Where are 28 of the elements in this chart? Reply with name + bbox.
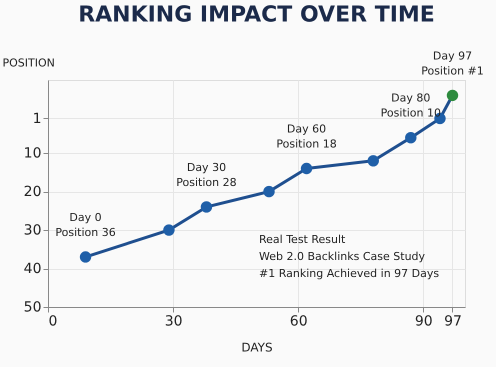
point bbox=[446, 90, 458, 102]
annotation: Day 30 Position 28 bbox=[176, 160, 237, 189]
x-axis-title: DAYS bbox=[241, 340, 273, 354]
x-tick-label: 90 bbox=[414, 314, 433, 330]
y-tick-label: 50 bbox=[24, 300, 42, 316]
x-tick-label: 0 bbox=[48, 314, 58, 330]
annotation: Real Test Result Web 2.0 Backlinks Case Study #1 Ranking Achieved in 97 Days bbox=[259, 233, 440, 280]
chart-title: RANKING IMPACT OVER TIME bbox=[78, 2, 435, 28]
x-tick-label: 30 bbox=[164, 314, 183, 330]
y-tick-label: 30 bbox=[24, 222, 42, 239]
point bbox=[200, 201, 212, 213]
annotation: Day 60 Position 18 bbox=[276, 122, 337, 150]
y-tick-label: 10 bbox=[24, 146, 42, 162]
point bbox=[405, 132, 416, 144]
point bbox=[263, 186, 275, 198]
y-tick-label: 40 bbox=[24, 261, 42, 278]
y-axis-title: POSITION bbox=[2, 56, 55, 70]
x-tick-label: 97 bbox=[444, 314, 462, 330]
point bbox=[163, 224, 175, 236]
annotation: Day 97 Position #1 bbox=[421, 49, 484, 78]
y-tick-label: 1 bbox=[32, 110, 42, 127]
point bbox=[80, 251, 92, 263]
annotation: Day 80 Position 10 bbox=[380, 92, 441, 120]
point bbox=[368, 155, 379, 166]
y-tick-label: 20 bbox=[24, 184, 42, 200]
x-tick-label: 60 bbox=[290, 314, 308, 330]
annotation: Day 0 Position 36 bbox=[55, 210, 116, 239]
point bbox=[300, 162, 312, 174]
